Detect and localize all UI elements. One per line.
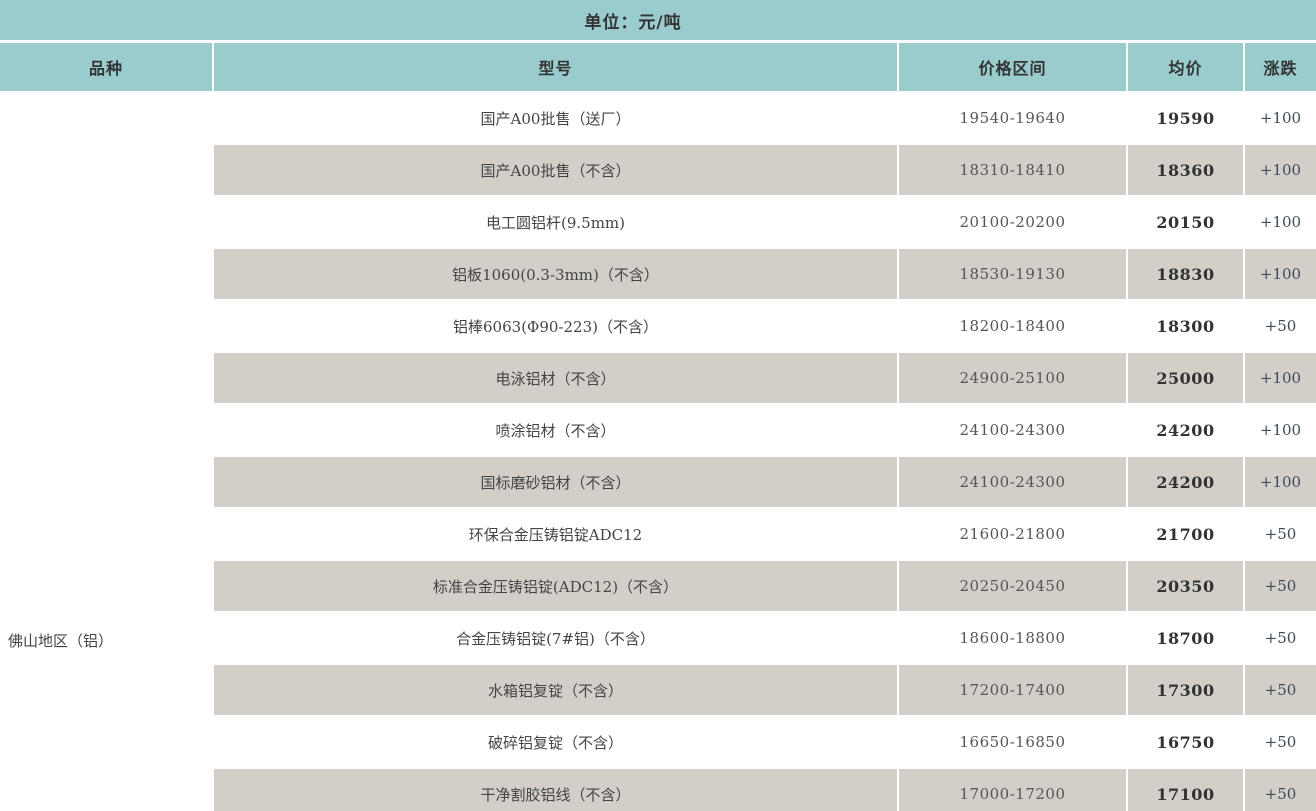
change-cell: +100 [1245, 457, 1316, 509]
change-cell: +50 [1245, 509, 1316, 561]
avg-price-cell: 18300 [1128, 301, 1245, 353]
change-cell: +100 [1245, 93, 1316, 145]
avg-price-cell: 18830 [1128, 249, 1245, 301]
model-cell: 国产A00批售（送厂） [214, 93, 899, 145]
price-range-cell: 24900-25100 [899, 353, 1128, 405]
region-cell: 佛山地区（铝） [0, 93, 214, 811]
price-range-cell: 18530-19130 [899, 249, 1128, 301]
table-row: 环保合金压铸铝锭ADC12 21600-21800 21700 +50 [214, 509, 1316, 561]
change-cell: +50 [1245, 665, 1316, 717]
unit-banner: 单位：元/吨 [0, 0, 1316, 40]
change-cell: +100 [1245, 197, 1316, 249]
model-cell: 喷涂铝材（不含） [214, 405, 899, 457]
price-range-cell: 17200-17400 [899, 665, 1128, 717]
price-range-cell: 21600-21800 [899, 509, 1128, 561]
change-cell: +100 [1245, 353, 1316, 405]
model-cell: 国标磨砂铝材（不含） [214, 457, 899, 509]
avg-price-cell: 20350 [1128, 561, 1245, 613]
change-cell: +50 [1245, 613, 1316, 665]
change-cell: +100 [1245, 249, 1316, 301]
avg-price-cell: 19590 [1128, 93, 1245, 145]
unit-label: 单位：元/吨 [584, 12, 682, 33]
model-cell: 标准合金压铸铝锭(ADC12)（不含） [214, 561, 899, 613]
price-range-cell: 24100-24300 [899, 405, 1128, 457]
change-cell: +100 [1245, 145, 1316, 197]
avg-price-cell: 21700 [1128, 509, 1245, 561]
price-range-cell: 18200-18400 [899, 301, 1128, 353]
table-row: 合金压铸铝锭(7#铝)（不含） 18600-18800 18700 +50 [214, 613, 1316, 665]
table-row: 电工圆铝杆(9.5mm) 20100-20200 20150 +100 [214, 197, 1316, 249]
price-range-cell: 19540-19640 [899, 93, 1128, 145]
avg-price-cell: 18360 [1128, 145, 1245, 197]
price-range-cell: 18310-18410 [899, 145, 1128, 197]
avg-price-cell: 17300 [1128, 665, 1245, 717]
change-cell: +100 [1245, 405, 1316, 457]
table-rows: 国产A00批售（送厂） 19540-19640 19590 +100 国产A00批售（不… [214, 93, 1316, 811]
table-row: 喷涂铝材（不含） 24100-24300 24200 +100 [214, 405, 1316, 457]
column-header-variety: 品种 [0, 43, 214, 91]
table-body: 佛山地区（铝） 国产A00批售（送厂） 19540-19640 19590 +100 国… [0, 93, 1316, 811]
table-row: 标准合金压铸铝锭(ADC12)（不含） 20250-20450 20350 +50 [214, 561, 1316, 613]
table-row: 干净割胶铝线（不含） 17000-17200 17100 +50 [214, 769, 1316, 811]
model-cell: 破碎铝复锭（不含） [214, 717, 899, 769]
change-cell: +50 [1245, 561, 1316, 613]
price-range-cell: 17000-17200 [899, 769, 1128, 811]
price-range-cell: 24100-24300 [899, 457, 1128, 509]
avg-price-cell: 16750 [1128, 717, 1245, 769]
change-cell: +50 [1245, 769, 1316, 811]
avg-price-cell: 18700 [1128, 613, 1245, 665]
avg-price-cell: 24200 [1128, 405, 1245, 457]
model-cell: 水箱铝复锭（不含） [214, 665, 899, 717]
price-range-cell: 18600-18800 [899, 613, 1128, 665]
avg-price-cell: 20150 [1128, 197, 1245, 249]
column-header-avg: 均价 [1128, 43, 1245, 91]
table-row: 破碎铝复锭（不含） 16650-16850 16750 +50 [214, 717, 1316, 769]
avg-price-cell: 17100 [1128, 769, 1245, 811]
table-row: 国产A00批售（不含） 18310-18410 18360 +100 [214, 145, 1316, 197]
model-cell: 电工圆铝杆(9.5mm) [214, 197, 899, 249]
change-cell: +50 [1245, 301, 1316, 353]
table-header-row: 品种 型号 价格区间 均价 涨跌 [0, 43, 1316, 91]
column-header-model: 型号 [214, 43, 899, 91]
table-row: 铝板1060(0.3-3mm)（不含） 18530-19130 18830 +100 [214, 249, 1316, 301]
model-cell: 电泳铝材（不含） [214, 353, 899, 405]
model-cell: 铝棒6063(Φ90-223)（不含） [214, 301, 899, 353]
avg-price-cell: 25000 [1128, 353, 1245, 405]
avg-price-cell: 24200 [1128, 457, 1245, 509]
table-row: 国产A00批售（送厂） 19540-19640 19590 +100 [214, 93, 1316, 145]
price-range-cell: 20100-20200 [899, 197, 1128, 249]
table-row: 水箱铝复锭（不含） 17200-17400 17300 +50 [214, 665, 1316, 717]
model-cell: 合金压铸铝锭(7#铝)（不含） [214, 613, 899, 665]
table-row: 电泳铝材（不含） 24900-25100 25000 +100 [214, 353, 1316, 405]
model-cell: 国产A00批售（不含） [214, 145, 899, 197]
price-range-cell: 16650-16850 [899, 717, 1128, 769]
model-cell: 干净割胶铝线（不含） [214, 769, 899, 811]
price-range-cell: 20250-20450 [899, 561, 1128, 613]
model-cell: 环保合金压铸铝锭ADC12 [214, 509, 899, 561]
column-header-change: 涨跌 [1245, 43, 1316, 91]
table-row: 国标磨砂铝材（不含） 24100-24300 24200 +100 [214, 457, 1316, 509]
column-header-range: 价格区间 [899, 43, 1128, 91]
model-cell: 铝板1060(0.3-3mm)（不含） [214, 249, 899, 301]
change-cell: +50 [1245, 717, 1316, 769]
table-row: 铝棒6063(Φ90-223)（不含） 18200-18400 18300 +50 [214, 301, 1316, 353]
